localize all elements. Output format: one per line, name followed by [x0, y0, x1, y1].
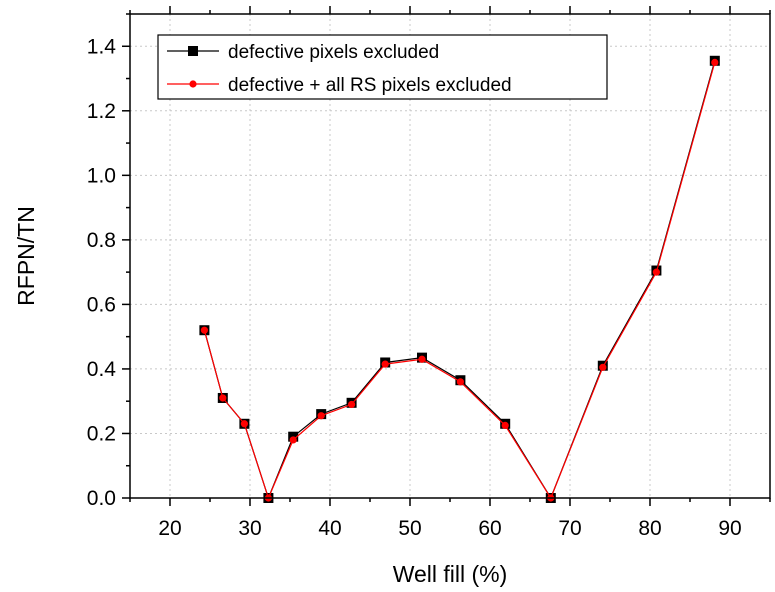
y-tick-label: 1.0 — [87, 164, 116, 187]
x-tick-label: 30 — [238, 517, 261, 540]
data-point-circle — [456, 378, 464, 386]
series-1 — [200, 58, 719, 502]
x-tick-label: 70 — [558, 517, 581, 540]
data-point-circle — [348, 400, 356, 409]
y-axis-label: RFPN/TN — [13, 206, 39, 306]
tick-labels: 20 30 40 50 60 70 80 90 0.0 0.2 0.4 0.6 0.8 1.0 1.2 1.4 — [87, 35, 742, 540]
data-point-circle — [711, 58, 719, 66]
data-point-circle — [652, 268, 661, 276]
data-point-circle — [200, 326, 208, 334]
legend-circle-marker — [189, 80, 197, 88]
x-tick-label: 90 — [718, 517, 741, 540]
x-tick-label: 80 — [638, 517, 661, 540]
data-point-circle — [418, 355, 426, 363]
legend-label: defective pixels excluded — [228, 42, 439, 63]
data-point-circle — [381, 360, 389, 368]
x-tick-label: 40 — [318, 517, 341, 540]
series-0 — [199, 55, 720, 503]
x-axis-label: Well fill (%) — [393, 561, 508, 587]
legend-item-defective: defective pixels excluded — [167, 42, 439, 63]
data-point-circle — [289, 436, 297, 444]
data-point-circle — [599, 363, 607, 371]
y-tick-label: 1.4 — [87, 35, 117, 58]
y-tick-label: 1.2 — [87, 100, 116, 123]
data-point-circle — [501, 421, 509, 429]
legend-item-defective-rs: defective + all RS pixels excluded — [167, 75, 512, 96]
data-point-circle — [219, 394, 227, 402]
y-tick-label: 0.6 — [87, 293, 116, 316]
legend-box — [157, 34, 608, 100]
series-layer — [199, 55, 720, 503]
y-tick-label: 0.8 — [87, 229, 116, 252]
x-tick-label: 20 — [158, 517, 181, 540]
legend-square-marker — [188, 46, 198, 56]
y-tick-label: 0.2 — [87, 422, 116, 445]
data-point-circle — [240, 420, 248, 428]
y-tick-label: 0.4 — [87, 358, 117, 381]
legend: defective pixels excluded defective + al… — [157, 34, 608, 100]
series-line — [203, 62, 716, 500]
series-line — [203, 60, 716, 500]
x-tick-label: 60 — [478, 517, 501, 540]
y-tick-label: 0.0 — [87, 487, 116, 510]
data-point-circle — [317, 412, 325, 420]
legend-label: defective + all RS pixels excluded — [228, 75, 512, 96]
x-tick-label: 50 — [398, 517, 421, 540]
axis-ticks — [122, 6, 771, 506]
